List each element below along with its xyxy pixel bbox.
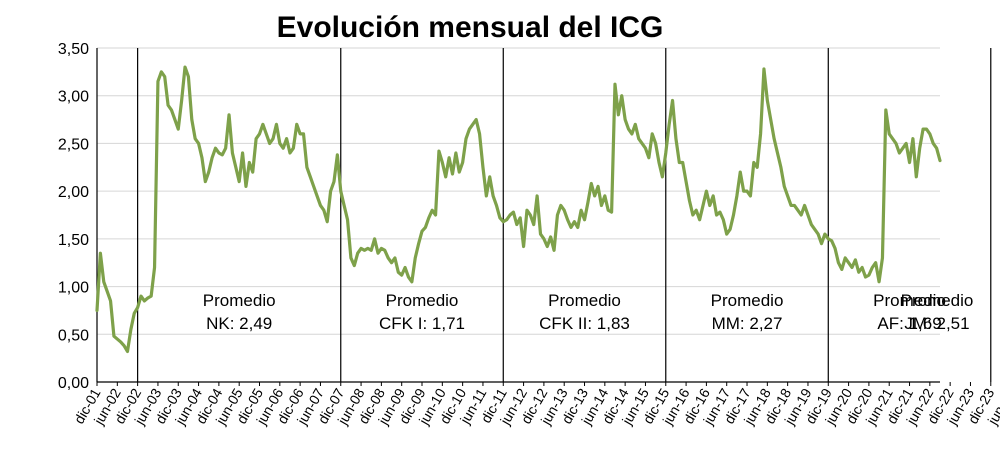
period-average-label: Promedio JM: 2,51 xyxy=(901,291,974,333)
annotation-line1: Promedio xyxy=(901,291,974,310)
series-line xyxy=(95,65,942,354)
y-tick-label: 2,50 xyxy=(58,136,89,153)
y-tick-label: 3,50 xyxy=(58,41,89,58)
y-tick-label: 0,50 xyxy=(58,327,89,344)
gridlines xyxy=(97,47,940,383)
annotation-line2: MM: 2,27 xyxy=(712,314,783,333)
annotation-line2: NK: 2,49 xyxy=(206,314,272,333)
annotation-line2: JM: 2,51 xyxy=(904,314,969,333)
annotation-line2: CFK II: 1,83 xyxy=(539,314,630,333)
annotation-line2: CFK I: 1,71 xyxy=(379,314,465,333)
annotation-line1: Promedio xyxy=(386,291,459,310)
icg-series-line xyxy=(95,65,942,354)
period-average-label: Promedio NK: 2,49 xyxy=(203,291,276,333)
x-axis-ticks: dic-01jun-02dic-02jun-03dic-03jun-04dic-… xyxy=(71,382,1000,428)
y-tick-label: 0,00 xyxy=(58,375,89,392)
y-tick-label: 3,00 xyxy=(58,89,89,106)
y-tick-label: 1,50 xyxy=(58,232,89,249)
y-tick-label: 2,00 xyxy=(58,184,89,201)
annotation-line2: AF: 1,69 xyxy=(877,314,941,333)
y-tick-label: 1,00 xyxy=(58,280,89,297)
chart-title: Evolución mensual del ICG xyxy=(277,11,664,44)
period-average-label: Promedio CFK II: 1,83 xyxy=(539,291,630,333)
period-average-label: Promedio CFK I: 1,71 xyxy=(379,291,465,333)
axes xyxy=(96,48,940,383)
annotation-line1: Promedio xyxy=(873,291,946,310)
y-axis-ticks: 0,00 0,50 1,00 1,50 2,00 2,50 3,00 3,50 xyxy=(58,41,89,392)
period-average-label: Promedio MM: 2,27 xyxy=(711,291,784,333)
annotation-line1: Promedio xyxy=(203,291,276,310)
period-dividers xyxy=(137,48,992,382)
annotation-line1: Promedio xyxy=(548,291,621,310)
annotation-line1: Promedio xyxy=(711,291,784,310)
period-average-label: Promedio AF: 1,69 xyxy=(873,291,946,333)
